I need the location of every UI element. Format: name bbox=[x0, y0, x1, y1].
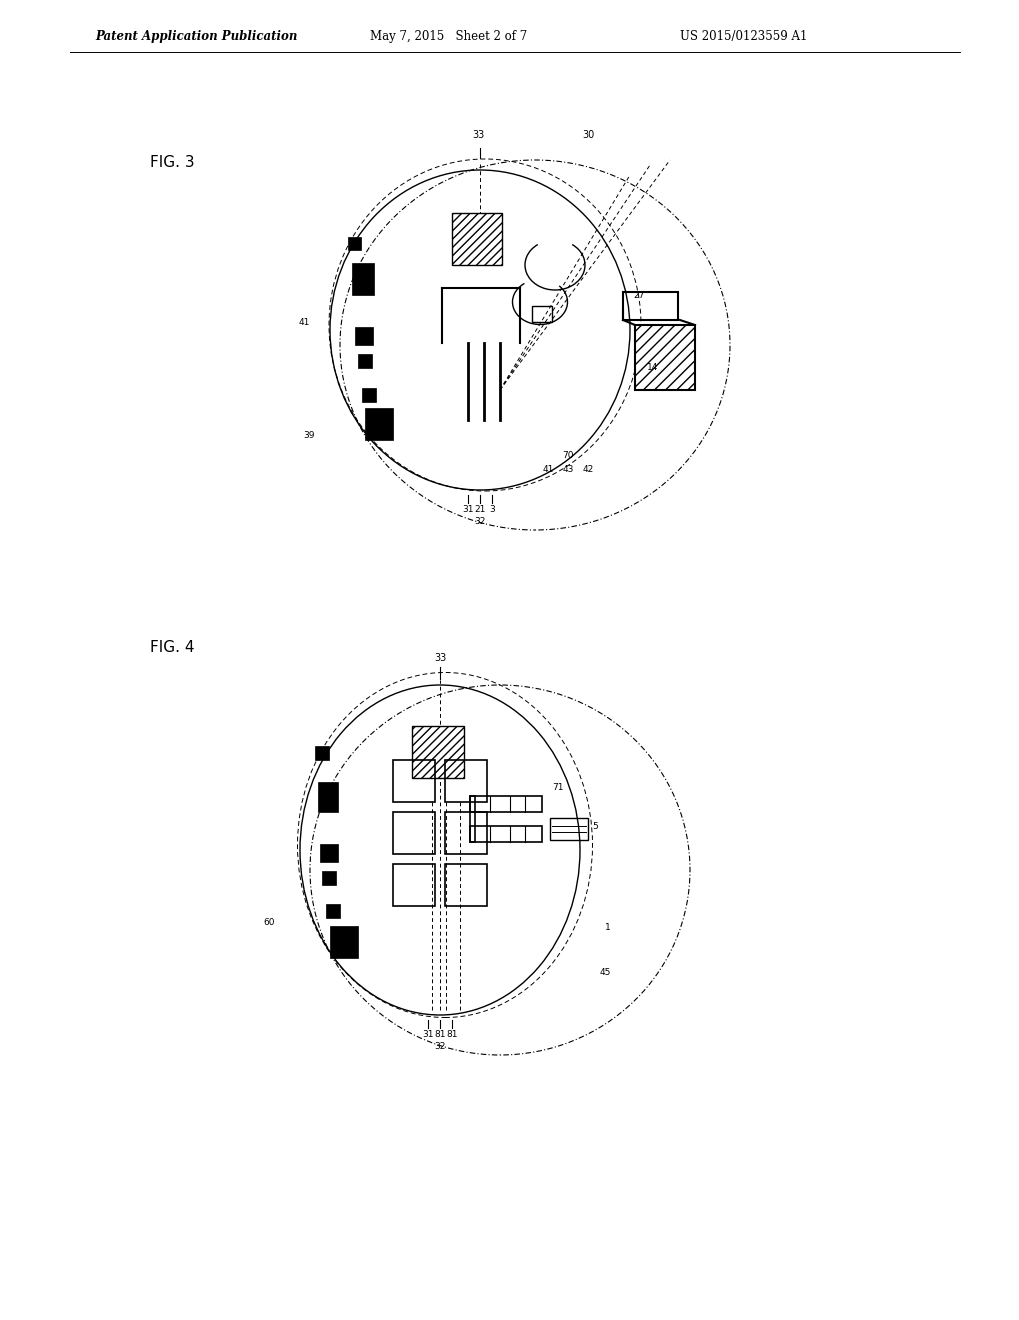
Text: 33: 33 bbox=[472, 129, 484, 140]
Bar bbox=[355, 327, 373, 345]
Bar bbox=[365, 408, 392, 440]
Bar bbox=[330, 927, 358, 958]
Text: 32: 32 bbox=[434, 1041, 445, 1051]
Bar bbox=[451, 213, 501, 265]
Bar bbox=[635, 325, 694, 389]
Text: 81: 81 bbox=[434, 1030, 445, 1039]
Bar bbox=[347, 238, 361, 249]
Bar bbox=[362, 388, 376, 403]
Bar bbox=[392, 865, 434, 906]
Bar bbox=[352, 263, 374, 294]
Text: 71: 71 bbox=[551, 783, 564, 792]
Text: 33: 33 bbox=[433, 653, 445, 663]
Bar bbox=[470, 826, 541, 842]
Text: 5: 5 bbox=[591, 822, 597, 832]
Text: 41: 41 bbox=[299, 318, 310, 327]
Bar bbox=[412, 726, 464, 777]
Text: 32: 32 bbox=[474, 517, 485, 525]
Text: 81: 81 bbox=[446, 1030, 458, 1039]
Bar bbox=[315, 746, 329, 760]
Bar bbox=[532, 306, 551, 322]
Text: Patent Application Publication: Patent Application Publication bbox=[95, 30, 298, 44]
Bar bbox=[318, 781, 337, 812]
Text: 45: 45 bbox=[599, 968, 610, 977]
Text: May 7, 2015   Sheet 2 of 7: May 7, 2015 Sheet 2 of 7 bbox=[370, 30, 527, 44]
Bar bbox=[444, 760, 486, 803]
Bar bbox=[470, 796, 541, 812]
Text: 39: 39 bbox=[304, 432, 315, 440]
Bar bbox=[326, 904, 339, 917]
Bar bbox=[470, 796, 475, 842]
Text: 41: 41 bbox=[542, 465, 553, 474]
Text: 31: 31 bbox=[462, 506, 473, 513]
Bar bbox=[358, 354, 372, 368]
Text: 14: 14 bbox=[646, 363, 657, 372]
Bar bbox=[623, 292, 678, 319]
Text: FIG. 4: FIG. 4 bbox=[150, 640, 195, 655]
Text: 43: 43 bbox=[561, 465, 573, 474]
Text: 27: 27 bbox=[633, 290, 644, 300]
Text: 70: 70 bbox=[561, 451, 573, 459]
Bar bbox=[392, 760, 434, 803]
Text: 42: 42 bbox=[582, 465, 593, 474]
Text: 30: 30 bbox=[581, 129, 593, 140]
Bar bbox=[549, 818, 587, 840]
Text: FIG. 3: FIG. 3 bbox=[150, 154, 195, 170]
Text: 60: 60 bbox=[263, 917, 275, 927]
Bar bbox=[320, 843, 337, 862]
Text: 21: 21 bbox=[474, 506, 485, 513]
Text: 31: 31 bbox=[422, 1030, 433, 1039]
Bar bbox=[392, 812, 434, 854]
Bar bbox=[444, 865, 486, 906]
Text: 1: 1 bbox=[604, 923, 610, 932]
Bar bbox=[322, 871, 335, 884]
Bar bbox=[444, 812, 486, 854]
Text: US 2015/0123559 A1: US 2015/0123559 A1 bbox=[680, 30, 807, 44]
Text: 3: 3 bbox=[489, 506, 494, 513]
